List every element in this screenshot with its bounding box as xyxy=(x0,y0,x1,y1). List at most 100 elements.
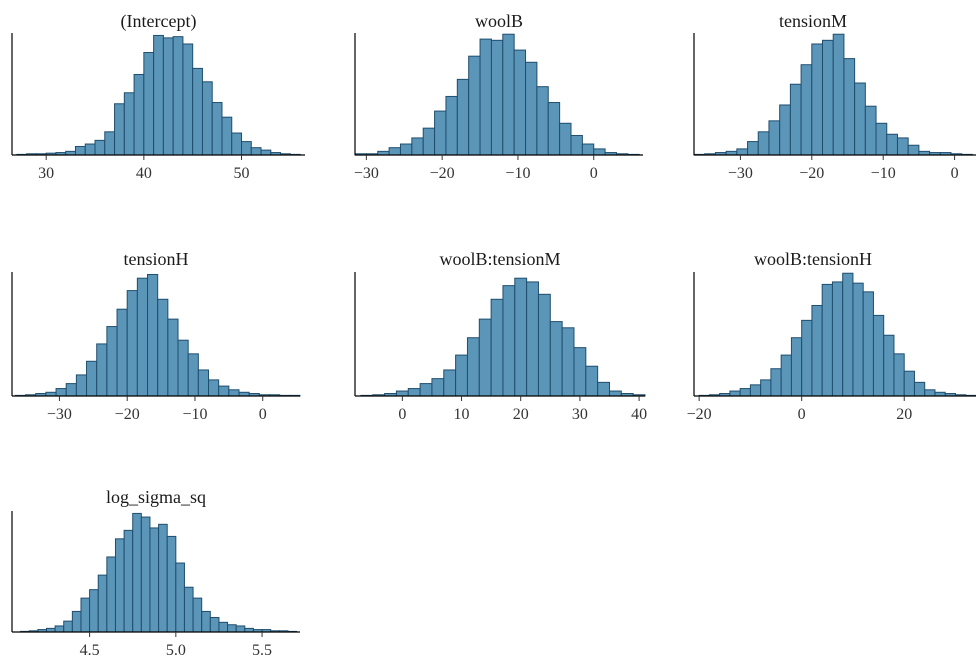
x-tick-label: 40 xyxy=(136,165,152,182)
histogram-bar xyxy=(536,86,549,156)
histogram-bar xyxy=(455,354,468,397)
histogram-bar xyxy=(172,36,184,156)
x-tick-label: −20 xyxy=(115,406,140,423)
histogram-bar xyxy=(854,82,866,156)
histogram-bar xyxy=(862,291,874,397)
histogram-bar xyxy=(166,535,177,633)
histogram-bar xyxy=(790,337,803,397)
histogram-bar xyxy=(431,378,445,397)
panel-title: woolB xyxy=(475,11,523,31)
histogram-bar xyxy=(559,122,572,156)
histogram-bar xyxy=(106,326,118,397)
histogram-bar xyxy=(227,624,237,633)
histogram-bar xyxy=(241,141,252,156)
x-tick-label: 20 xyxy=(896,406,912,423)
histogram-bar xyxy=(875,122,888,156)
x-tick-label: 0 xyxy=(398,406,406,423)
histogram-bar xyxy=(407,388,421,397)
histogram-bar xyxy=(395,390,409,397)
histogram-bar xyxy=(114,103,125,156)
x-tick-label: 5.0 xyxy=(166,642,186,659)
histogram-bar xyxy=(208,379,220,397)
histogram-bar xyxy=(140,516,151,633)
histogram-bar xyxy=(842,272,854,397)
x-tick-label: −10 xyxy=(871,165,896,182)
histogram-bar xyxy=(547,102,561,156)
histogram-panel: 30 40 50 (Intercept) xyxy=(11,11,305,182)
histogram-bar xyxy=(736,148,749,156)
histogram-bar xyxy=(608,390,622,397)
histogram-bar xyxy=(419,383,433,397)
histogram-bar xyxy=(162,37,174,156)
histogram-panel: −30 −20 −10 0 tensionM xyxy=(693,11,976,182)
histogram-bar xyxy=(65,383,77,397)
histogram-bar xyxy=(218,385,230,397)
histogram-bar xyxy=(883,334,895,397)
panel-title: woolB:tensionH xyxy=(754,249,872,269)
histogram-bar xyxy=(479,38,492,156)
histogram-bar xyxy=(75,374,88,397)
histogram-bar xyxy=(443,369,457,397)
histogram-bar xyxy=(585,365,599,397)
histogram-bar xyxy=(143,52,155,156)
histogram-bar xyxy=(153,34,164,156)
x-tick-label: 4.5 xyxy=(80,642,100,659)
histogram-bar xyxy=(581,143,595,156)
histogram-bar xyxy=(209,616,220,633)
histogram-bar xyxy=(211,102,223,156)
x-tick-label: 0 xyxy=(951,165,959,182)
histogram-bar xyxy=(739,388,751,397)
histogram-bar xyxy=(893,353,905,397)
x-tick-label: 20 xyxy=(513,406,529,423)
histogram-bar xyxy=(399,143,413,156)
histogram-bar xyxy=(86,360,98,397)
histogram-bar xyxy=(456,78,470,156)
histogram-bar xyxy=(864,105,877,156)
histogram-bar xyxy=(183,586,194,633)
x-tick-label: −30 xyxy=(354,165,379,182)
histogram-bar xyxy=(896,137,909,156)
x-tick-label: 10 xyxy=(454,406,470,423)
panel-title: log_sigma_sq xyxy=(106,487,206,507)
histogram-panel: −30 −20 −10 0 woolB xyxy=(354,11,643,182)
histogram-bar xyxy=(104,131,116,156)
histogram-bar xyxy=(123,92,135,156)
histogram-bar xyxy=(187,353,199,397)
histogram-bar xyxy=(260,149,272,156)
histogram-bar xyxy=(445,95,458,156)
histogram-panel: 0 10 20 30 40 woolB:tensionM xyxy=(354,249,647,423)
histogram-bar xyxy=(502,33,515,156)
histogram-bar xyxy=(526,281,539,397)
histogram-bar xyxy=(63,620,73,633)
x-tick-label: −20 xyxy=(430,165,455,182)
histogram-bar xyxy=(192,597,203,633)
histogram-bar xyxy=(780,354,792,397)
histogram-bar xyxy=(80,597,91,633)
histogram-bar xyxy=(811,304,823,397)
histogram-bar xyxy=(147,273,159,397)
histogram-panel: −20 0 20 woolB:tensionH xyxy=(687,249,976,423)
x-tick-label: 0 xyxy=(590,165,598,182)
histogram-bar xyxy=(89,589,99,633)
histogram-bar xyxy=(235,625,246,633)
histogram-bar xyxy=(770,368,782,397)
histogram-bar xyxy=(71,610,82,633)
x-tick-label: −30 xyxy=(47,406,72,423)
histogram-bar xyxy=(157,298,169,397)
histogram-bar xyxy=(411,137,424,156)
histogram-bar xyxy=(907,144,920,156)
histogram-bar xyxy=(228,389,240,397)
histogram-bar xyxy=(478,318,492,397)
histogram-bar xyxy=(597,381,610,397)
histogram-bar xyxy=(747,141,759,156)
histogram-bar xyxy=(106,556,116,633)
x-tick-label: −20 xyxy=(799,165,824,182)
histogram-bar xyxy=(749,384,762,397)
histogram-bar xyxy=(537,293,551,397)
x-tick-label: 40 xyxy=(631,406,647,423)
histogram-bar xyxy=(801,319,813,397)
histogram-bar xyxy=(490,298,504,397)
histogram-bar xyxy=(123,529,134,633)
x-tick-label: 0 xyxy=(259,406,267,423)
